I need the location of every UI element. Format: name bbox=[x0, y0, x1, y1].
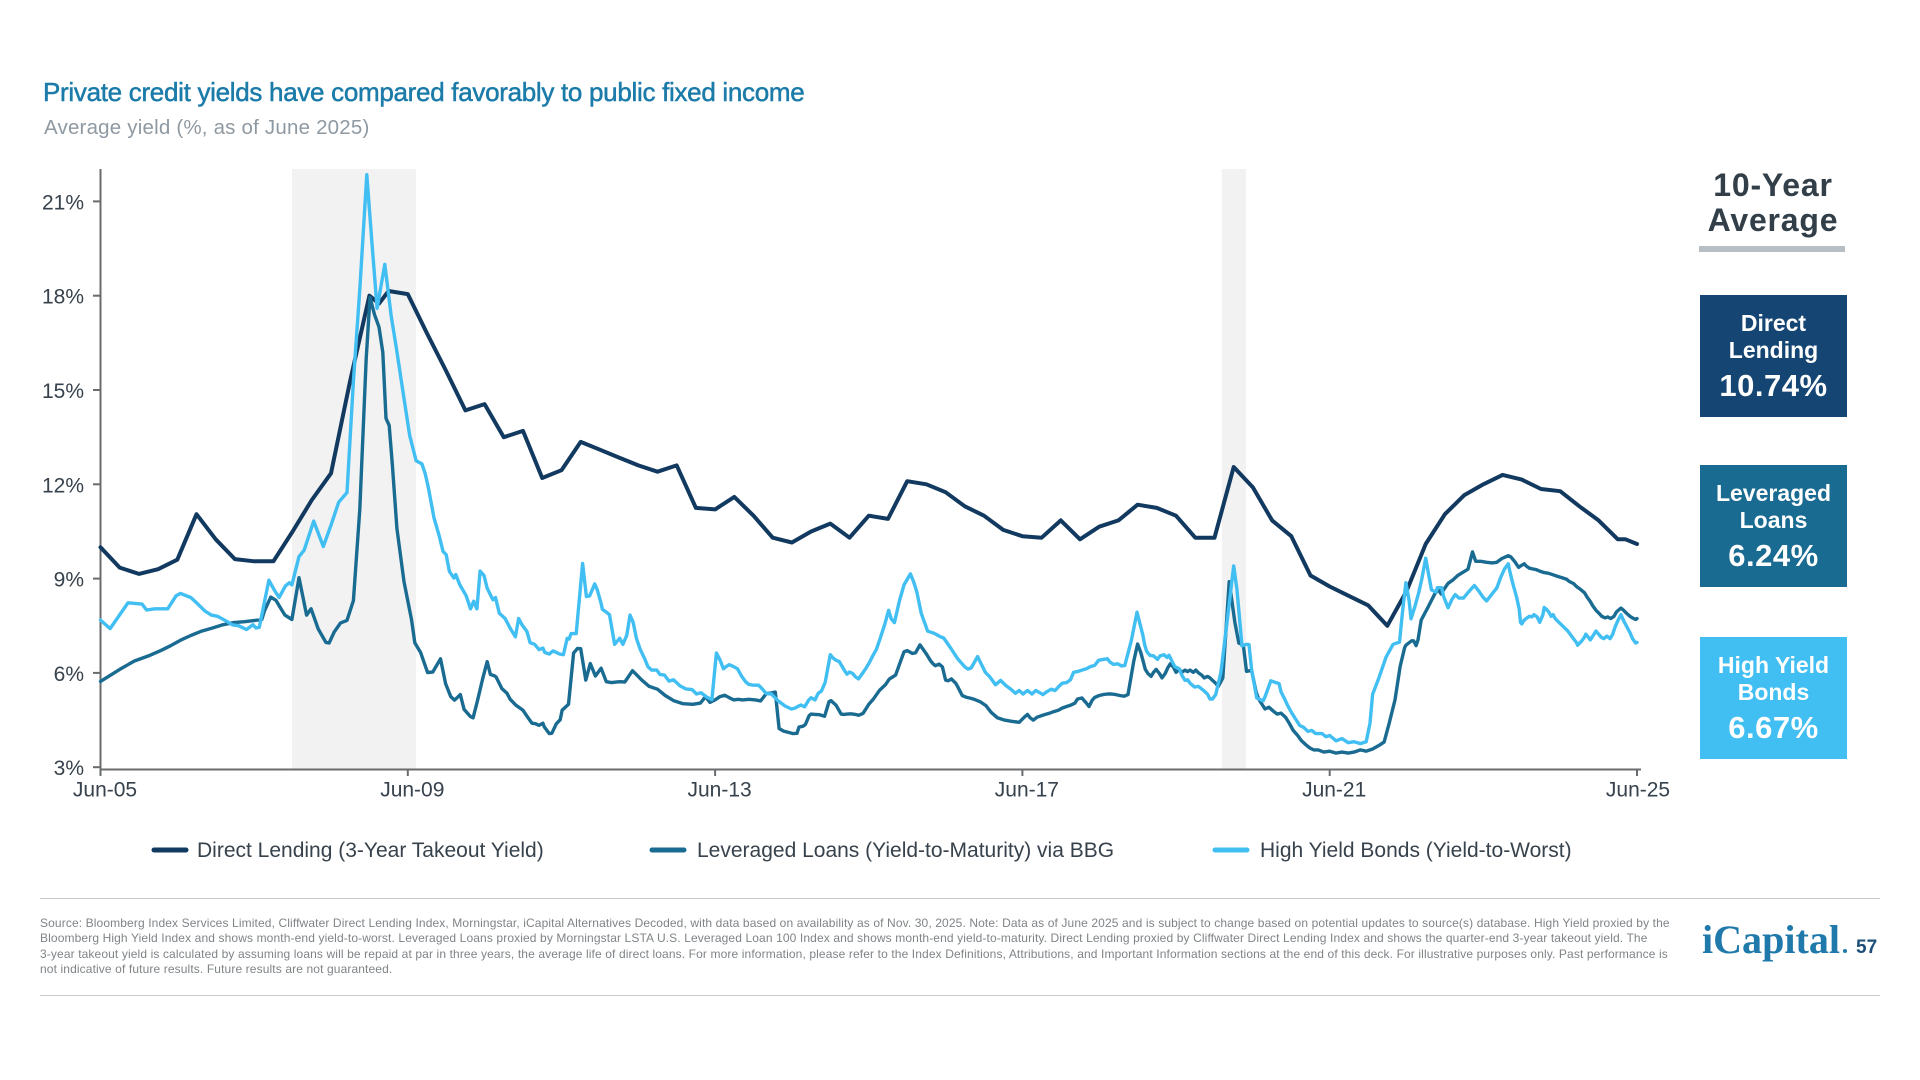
svg-text:Jun-09: Jun-09 bbox=[380, 779, 444, 802]
svg-text:Jun-17: Jun-17 bbox=[995, 779, 1059, 802]
svg-text:Jun-21: Jun-21 bbox=[1302, 779, 1366, 802]
svg-text:Jun-05: Jun-05 bbox=[73, 779, 137, 802]
svg-text:Leveraged Loans (Yield-to-Matu: Leveraged Loans (Yield-to-Maturity) via … bbox=[697, 839, 1114, 862]
svg-text:iCapital: iCapital bbox=[1702, 917, 1840, 962]
svg-text:6%: 6% bbox=[54, 663, 84, 686]
svg-text:Jun-25: Jun-25 bbox=[1606, 779, 1670, 802]
svg-text:18%: 18% bbox=[42, 286, 84, 309]
svg-text:21%: 21% bbox=[42, 191, 84, 214]
svg-text:Jun-13: Jun-13 bbox=[687, 779, 751, 802]
svg-text:Direct Lending (3-Year Takeout: Direct Lending (3-Year Takeout Yield) bbox=[197, 839, 544, 862]
svg-text:9%: 9% bbox=[54, 569, 84, 592]
svg-text:High Yield Bonds (Yield-to-Wor: High Yield Bonds (Yield-to-Worst) bbox=[1260, 839, 1572, 862]
svg-text:3%: 3% bbox=[54, 757, 84, 780]
svg-text:15%: 15% bbox=[42, 380, 84, 403]
svg-text:57: 57 bbox=[1856, 937, 1877, 958]
svg-text:12%: 12% bbox=[42, 474, 84, 497]
